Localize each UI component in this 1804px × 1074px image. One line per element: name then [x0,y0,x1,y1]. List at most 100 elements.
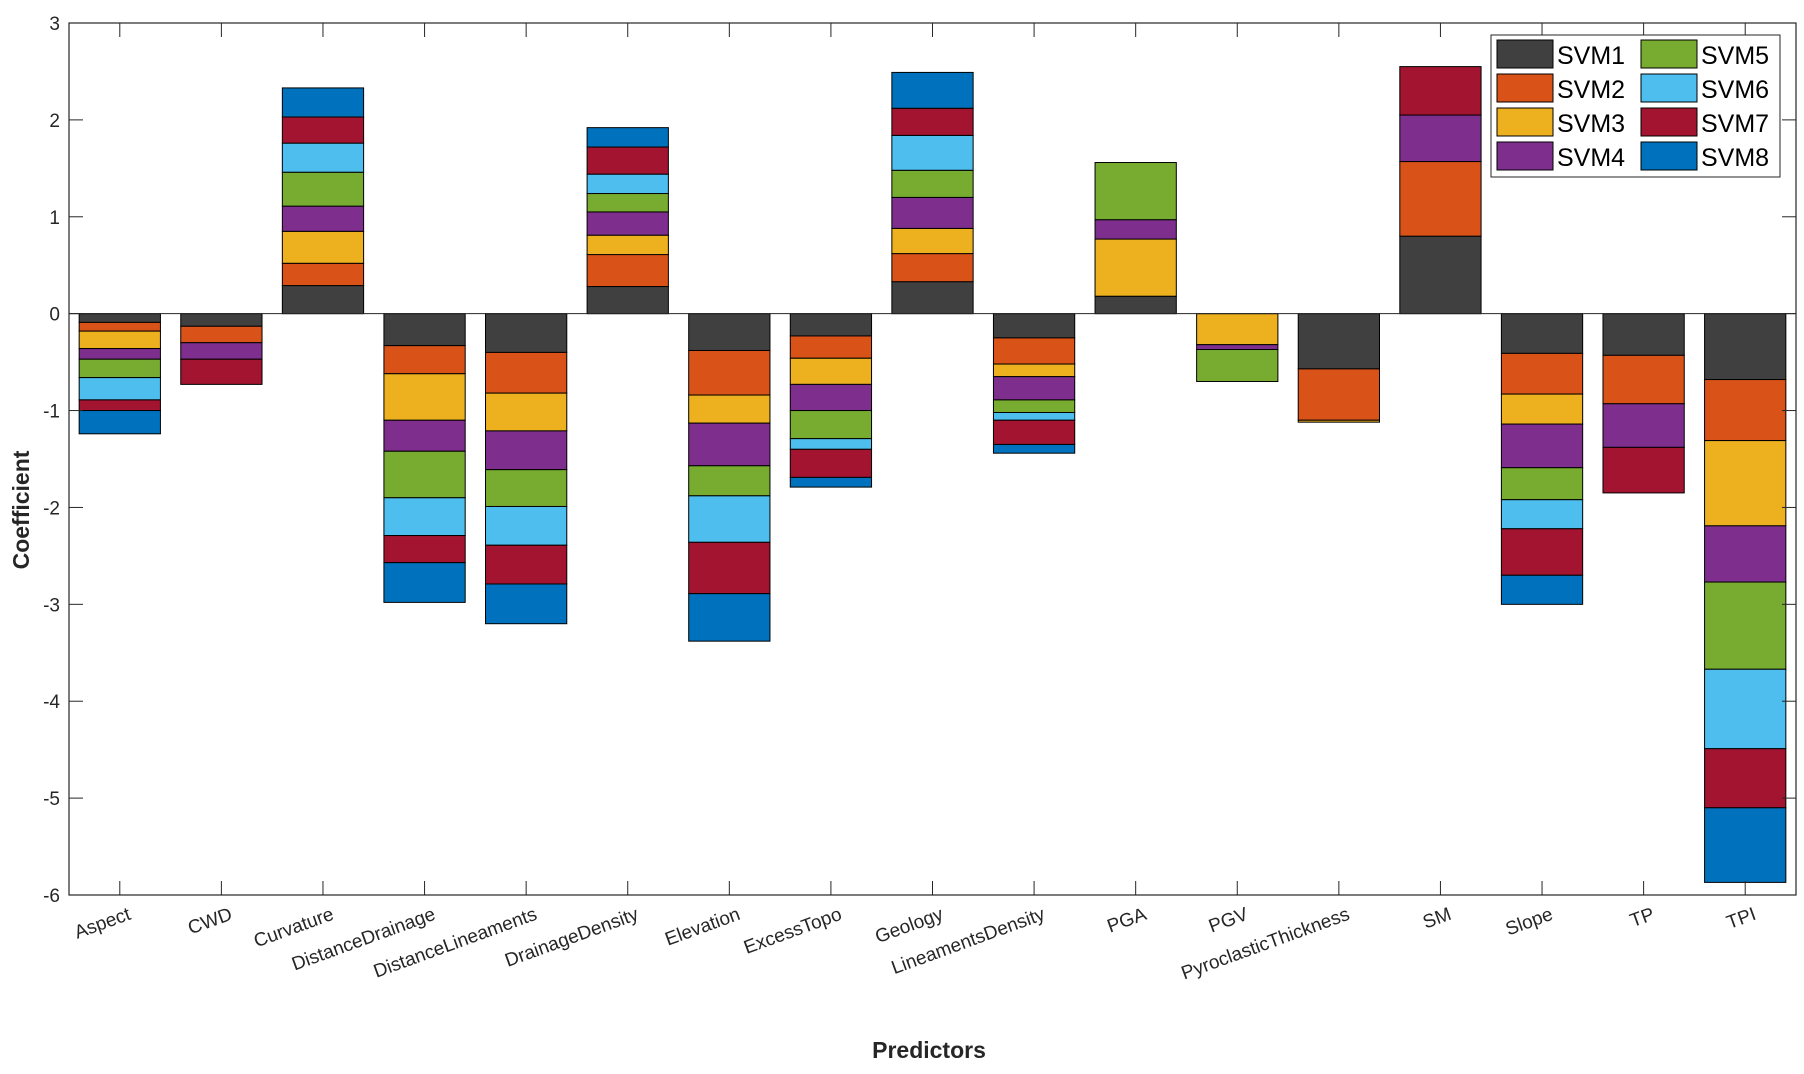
bar-PGA-SVM5 [1094,162,1177,221]
bar-Slope-SVM1 [1500,313,1584,354]
bar-DrainageDensity-SVM1 [586,286,669,315]
bar-DistanceDrainage-SVM8 [383,562,466,603]
legend-label-SVM5: SVM5 [1701,42,1769,70]
bar-Geology-SVM1 [891,281,974,315]
bar-ExcessTopo-SVM7 [789,448,873,478]
bar-Aspect-SVM7 [78,399,161,412]
bar-SM-SVM2 [1399,161,1482,237]
bar-Elevation-SVM7 [688,541,771,595]
bar-DrainageDensity-SVM7 [586,146,669,175]
bar-Elevation-SVM2 [688,349,771,396]
bar-Aspect-SVM8 [78,410,161,435]
bar-DistanceLineaments-SVM7 [485,544,568,585]
bar-Curvature-SVM2 [281,262,365,287]
x-tick-label-PGA: PGA [1104,904,1149,938]
x-axis-title: Predictors [872,1037,986,1063]
bar-Elevation-SVM3 [688,394,771,424]
bar-Aspect-SVM1 [78,313,161,323]
legend-label-SVM2: SVM2 [1557,76,1625,104]
bar-Geology-SVM8 [891,71,974,109]
bar-Geology-SVM2 [891,253,974,283]
bar-DistanceDrainage-SVM2 [383,345,466,375]
legend-label-SVM3: SVM3 [1557,110,1625,138]
bar-DistanceLineaments-SVM6 [485,505,568,546]
bar-ExcessTopo-SVM2 [789,335,873,359]
bar-Geology-SVM3 [891,227,974,255]
y-tick-label: 0 [49,305,60,326]
x-tick-label-SM: SM [1420,904,1454,933]
bar-Curvature-SVM8 [281,87,365,118]
x-tick-label-Slope: Slope [1503,904,1556,940]
bar-TPI-SVM1 [1704,313,1787,381]
bar-DistanceDrainage-SVM6 [383,497,466,537]
bar-Geology-SVM5 [891,169,974,198]
bar-Aspect-SVM2 [78,321,161,332]
bar-PyroclasticThickness-SVM3 [1297,419,1380,423]
bar-DistanceDrainage-SVM5 [383,450,466,499]
bar-Aspect-SVM4 [78,348,161,360]
x-tick-label-CWD: CWD [185,904,235,939]
bar-DrainageDensity-SVM3 [586,234,669,256]
x-tick-label-ExcessTopo: ExcessTopo [741,904,844,959]
y-tick-label: 1 [49,208,60,229]
bar-DrainageDensity-SVM2 [586,254,669,288]
x-tick-label-TPI: TPI [1724,904,1759,934]
y-tick-label: -3 [43,595,60,616]
bar-Aspect-SVM6 [78,377,161,401]
bar-Slope-SVM5 [1500,467,1584,501]
y-tick-label: -1 [43,402,60,423]
bar-DistanceLineaments-SVM5 [485,469,568,507]
bar-Curvature-SVM5 [281,171,365,207]
bar-Aspect-SVM3 [78,330,161,350]
bar-LineamentsDensity-SVM8 [992,443,1076,454]
bar-LineamentsDensity-SVM5 [992,399,1076,413]
bar-DrainageDensity-SVM8 [586,127,669,148]
bar-Elevation-SVM6 [688,495,771,543]
bar-ExcessTopo-SVM3 [789,357,873,385]
y-tick-label: -6 [43,886,60,907]
bar-LineamentsDensity-SVM6 [992,411,1076,421]
bar-CWD-SVM1 [180,313,263,327]
bar-Slope-SVM8 [1500,574,1584,605]
bar-Elevation-SVM8 [688,593,771,642]
legend-swatch-SVM5 [1640,39,1698,69]
y-tick-label: -5 [43,789,60,810]
bar-Aspect-SVM5 [78,358,161,379]
bar-LineamentsDensity-SVM1 [992,313,1076,339]
bar-Curvature-SVM7 [281,116,365,144]
bar-DrainageDensity-SVM5 [586,193,669,213]
bar-SM-SVM7 [1399,66,1482,116]
legend-label-SVM4: SVM4 [1557,144,1625,172]
legend-label-SVM8: SVM8 [1701,144,1769,172]
bar-ExcessTopo-SVM4 [789,383,873,412]
bar-PyroclasticThickness-SVM1 [1297,313,1380,370]
bar-PGA-SVM3 [1094,238,1177,297]
bar-DistanceDrainage-SVM3 [383,373,466,421]
bar-PGV-SVM5 [1196,349,1279,382]
bar-TPI-SVM4 [1704,525,1787,583]
bar-TP-SVM4 [1602,403,1685,448]
bar-DistanceDrainage-SVM4 [383,419,466,452]
bar-CWD-SVM4 [180,342,263,360]
bar-Slope-SVM3 [1500,393,1584,425]
bar-TPI-SVM6 [1704,668,1787,750]
bar-Curvature-SVM1 [281,285,365,315]
bar-SM-SVM1 [1399,235,1482,315]
bar-ExcessTopo-SVM6 [789,438,873,450]
bar-DistanceDrainage-SVM1 [383,313,466,347]
bar-Curvature-SVM6 [281,142,365,173]
bar-Slope-SVM6 [1500,499,1584,530]
bar-DistanceLineaments-SVM4 [485,430,568,471]
bar-LineamentsDensity-SVM7 [992,419,1076,445]
legend-label-SVM1: SVM1 [1557,42,1625,70]
y-tick-label: -4 [43,692,60,713]
bars-layer [78,66,1787,883]
legend-swatch-SVM4 [1496,141,1554,171]
bar-DistanceLineaments-SVM2 [485,351,568,394]
bar-Geology-SVM4 [891,196,974,229]
bar-TPI-SVM2 [1704,379,1787,442]
bar-TP-SVM2 [1602,354,1685,405]
bar-Slope-SVM7 [1500,528,1584,576]
bar-ExcessTopo-SVM5 [789,410,873,440]
